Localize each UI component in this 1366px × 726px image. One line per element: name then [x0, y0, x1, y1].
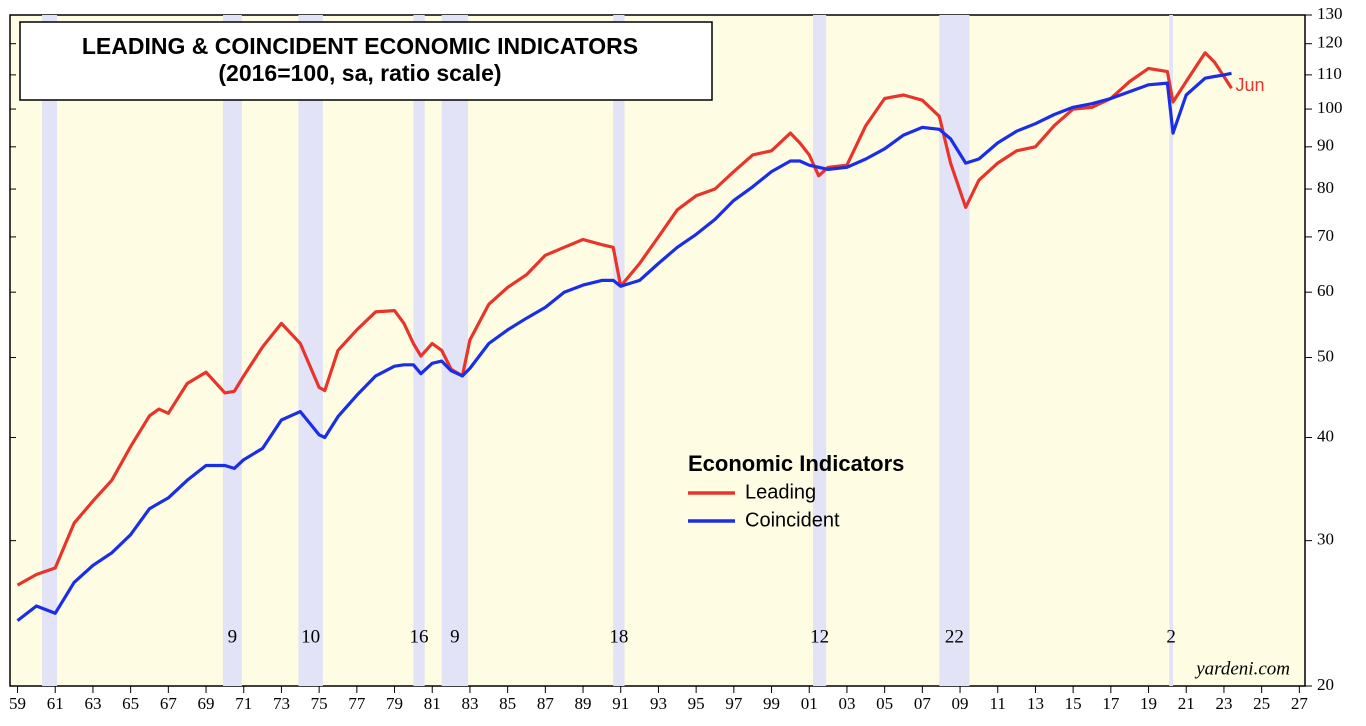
x-tick-label: 97: [725, 694, 743, 713]
x-tick-label: 59: [9, 694, 26, 713]
recession-band: [1169, 15, 1174, 686]
x-tick-label: 09: [952, 694, 969, 713]
legend-label: Leading: [745, 481, 816, 503]
x-tick-label: 87: [537, 694, 555, 713]
x-tick-label: 11: [990, 694, 1006, 713]
source-label: yardeni.com: [1194, 658, 1290, 679]
x-tick-label: 93: [650, 694, 667, 713]
y-tick-label: 80: [1317, 178, 1334, 197]
x-tick-label: 73: [273, 694, 290, 713]
x-tick-label: 07: [914, 694, 932, 713]
series-line: [16, 71, 1232, 622]
recession-label: 9: [228, 626, 238, 647]
recession-label: 9: [450, 626, 460, 647]
x-tick-label: 71: [235, 694, 252, 713]
y-tick-label: 20: [1317, 675, 1334, 694]
y-tick-label: 40: [1317, 426, 1334, 445]
x-tick-label: 81: [424, 694, 441, 713]
x-tick-label: 69: [198, 694, 215, 713]
lines: [16, 51, 1233, 622]
recession-band: [613, 15, 625, 686]
recession-band: [939, 15, 970, 686]
x-tick-label: 67: [160, 694, 178, 713]
x-tick-label: 95: [688, 694, 705, 713]
x-tick-label: 83: [461, 694, 478, 713]
recession-label: 22: [945, 626, 964, 647]
recession-band: [813, 15, 827, 686]
y-tick-label: 60: [1317, 281, 1334, 300]
y-tick-label: 130: [1317, 4, 1343, 23]
x-tick-label: 01: [801, 694, 818, 713]
y-tick-label: 50: [1317, 346, 1334, 365]
x-tick-label: 91: [612, 694, 629, 713]
x-tick-label: 23: [1215, 694, 1232, 713]
recession-label: 18: [609, 626, 628, 647]
y-tick-label: 70: [1317, 226, 1334, 245]
x-tick-label: 85: [499, 694, 516, 713]
x-tick-label: 89: [575, 694, 592, 713]
y-tick-label: 110: [1317, 64, 1342, 83]
x-tick-label: 77: [348, 694, 366, 713]
chart-subtitle: (2016=100, sa, ratio scale): [218, 60, 501, 86]
x-tick-label: 05: [876, 694, 893, 713]
recession-label: 10: [301, 626, 320, 647]
x-tick-label: 65: [122, 694, 139, 713]
x-tick-label: 27: [1291, 694, 1309, 713]
x-tick-label: 19: [1140, 694, 1157, 713]
legend-title: Economic Indicators: [688, 451, 904, 476]
y-tick-label: 90: [1317, 136, 1334, 155]
y-tick-label: 30: [1317, 530, 1334, 549]
x-tick-label: 75: [311, 694, 328, 713]
x-tick-label: 15: [1065, 694, 1082, 713]
legend-label: Coincident: [745, 509, 840, 531]
x-tick-label: 25: [1253, 694, 1270, 713]
x-tick-label: 99: [763, 694, 780, 713]
y-tick-label: 120: [1317, 33, 1343, 52]
x-tick-label: 61: [47, 694, 64, 713]
recession-label: 2: [1166, 626, 1176, 647]
recession-band: [223, 15, 242, 686]
recession-band: [42, 15, 58, 686]
recession-band: [441, 15, 469, 686]
x-tick-label: 63: [84, 694, 101, 713]
x-tick-label: 13: [1027, 694, 1044, 713]
chart-title: LEADING & COINCIDENT ECONOMIC INDICATORS: [82, 33, 638, 59]
recession-label: 16: [410, 626, 429, 647]
x-tick-label: 79: [386, 694, 403, 713]
end-label: Jun: [1235, 75, 1264, 95]
x-tick-label: 21: [1178, 694, 1195, 713]
series-line: [16, 51, 1233, 587]
recession-label: 12: [810, 626, 829, 647]
y-tick-label: 100: [1317, 98, 1343, 117]
x-tick-label: 03: [838, 694, 855, 713]
title-box: [19, 21, 713, 101]
plot-area: [9, 14, 1306, 687]
x-tick-label: 17: [1102, 694, 1120, 713]
